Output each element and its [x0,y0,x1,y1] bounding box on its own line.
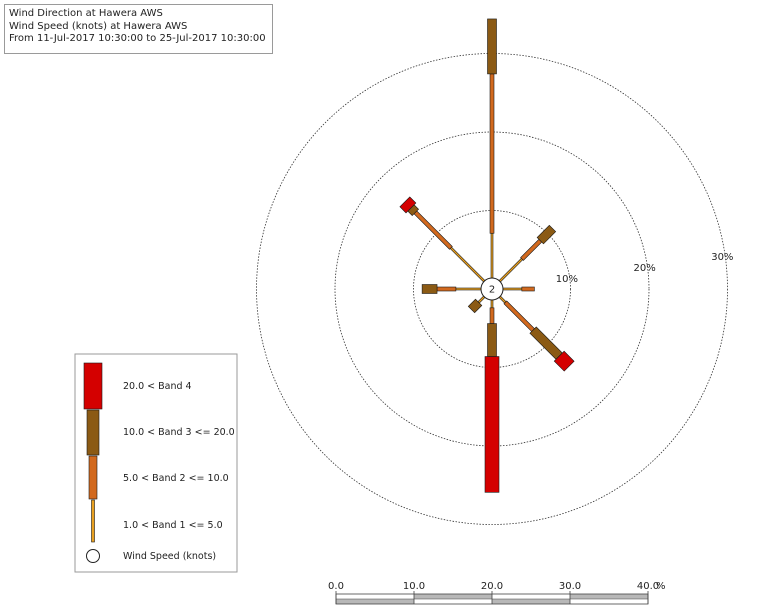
calm-circle [480,277,504,301]
petal-e [502,286,535,292]
petal-ne-band-3 [536,224,557,245]
petal-s-band-1 [490,299,494,309]
petal-s-band-4 [484,356,500,493]
petal-e-band-2 [521,286,535,292]
legend-label-band-2: 5.0 < Band 2 <= 10.0 [123,473,229,484]
legend-label-band-4: 20.0 < Band 4 [123,381,192,392]
petal-se-band-2 [503,300,535,332]
ring-label-30: 30% [711,252,733,263]
scale-blank-2 [492,594,570,599]
petal-w-band-2 [436,286,457,292]
scale-unit: % [656,581,666,592]
scale-fill-1 [414,594,492,599]
scale-fill-2 [492,599,570,604]
legend-swatch-band-4 [83,362,103,410]
scale-blank-3 [570,599,648,604]
legend-swatch-band-1 [91,499,95,543]
chart-title-line-3: From 11-Jul-2017 10:30:00 to 25-Jul-2017… [9,33,266,44]
legend-swatch-band-3 [86,409,100,456]
petal-s-band-2 [489,307,495,324]
chart-title-box: Wind Direction at Hawera AWS Wind Speed … [4,4,273,54]
legend-label-band-3: 10.0 < Band 3 <= 20.0 [123,427,235,438]
petal-n [487,18,497,279]
scale-tick-label-3: 30.0 [559,581,581,592]
petal-nw [399,196,486,283]
chart-title-line-1: Wind Direction at Hawera AWS [9,8,163,19]
scale-tick-label-1: 10.0 [403,581,425,592]
petal-s [484,299,500,493]
scale-tick-label-0: 0.0 [328,581,344,592]
scale-blank-0 [336,594,414,599]
legend-caption: Wind Speed (knots) [123,551,216,562]
scale-blank-1 [414,599,492,604]
scale-fill-3 [570,594,648,599]
ring-30 [256,53,728,525]
petal-se-band-4 [553,350,575,372]
petal-ne [498,224,557,283]
scale-tick-label-2: 20.0 [481,581,503,592]
petal-sw-band-3 [467,298,483,314]
petal-se [498,295,575,372]
petal-w [421,284,482,294]
petal-nw-band-1 [449,246,486,283]
petal-sw [467,295,486,314]
legend-swatch-band-2 [88,455,98,500]
petal-w-band-1 [455,287,482,291]
petal-n-band-3 [487,18,497,75]
petal-n-band-2 [489,73,495,234]
petal-n-band-1 [490,232,494,279]
ring-label-20: 20% [633,263,655,274]
direction-petals [399,18,575,493]
petal-s-band-3 [487,323,497,357]
legend-calm-circle [86,549,100,563]
calm-value: 2 [489,285,495,296]
ring-label-10: 10% [556,274,578,285]
petal-e-band-1 [502,287,523,291]
petal-ne-band-1 [498,257,524,283]
chart-title-line-2: Wind Speed (knots) at Hawera AWS [9,20,188,32]
petal-w-band-3 [421,284,438,294]
percent-scale-bar: 0.0 10.0 20.0 30.0 40.0% [328,581,666,605]
legend-label-band-1: 1.0 < Band 1 <= 5.0 [123,520,223,531]
petal-nw-band-2 [413,210,453,250]
scale-tick-label-4: 40.0 [637,581,659,592]
calm-circle-group: 2 [480,277,504,301]
scale-fill-0 [336,599,414,604]
petal-ne-band-2 [520,238,543,261]
speed-band-legend: 20.0 < Band 4 10.0 < Band 3 <= 20.0 5.0 < … [74,353,238,573]
petal-nw-band-4 [399,196,417,214]
